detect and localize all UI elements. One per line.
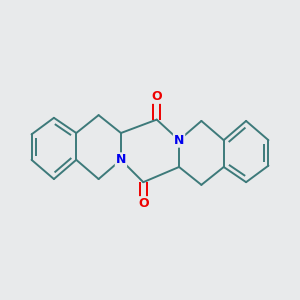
Text: N: N [174, 134, 184, 147]
Text: N: N [116, 153, 126, 166]
Text: O: O [138, 197, 148, 210]
Text: O: O [152, 90, 162, 103]
